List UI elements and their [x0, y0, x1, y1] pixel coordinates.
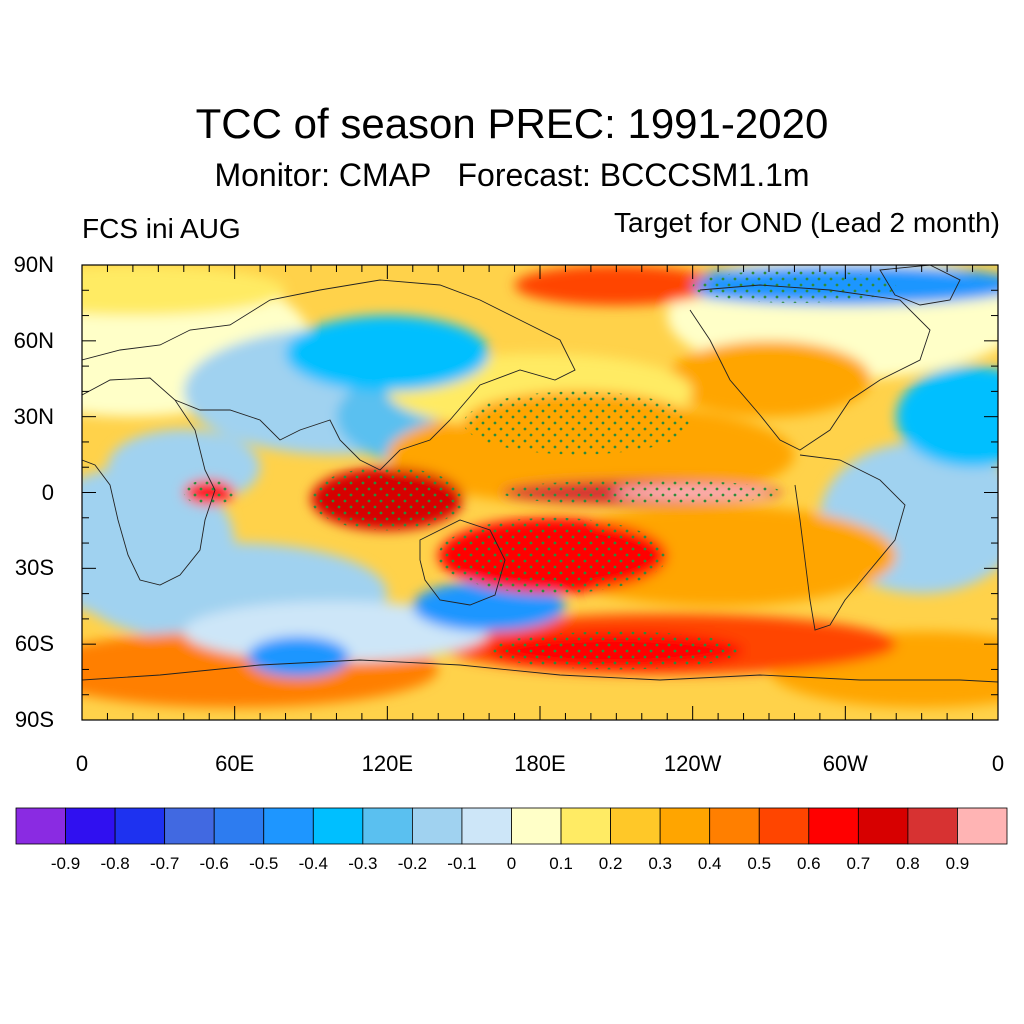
colorbar-box	[263, 807, 314, 845]
stipple-region	[692, 270, 897, 303]
colorbar	[15, 807, 1008, 845]
coastline-australia	[419, 519, 506, 606]
coastline-eurasia	[82, 279, 576, 471]
figure-subtitle: Monitor: CMAP Forecast: BCCCSM1.1m	[214, 157, 810, 193]
field-blob	[285, 315, 490, 392]
colorbar-label: 0.4	[697, 854, 722, 873]
colorbar-label: -0.4	[298, 854, 328, 873]
colorbar-box	[511, 807, 562, 845]
colorbar-box	[709, 807, 760, 845]
coastline-south-america	[794, 454, 906, 631]
colorbar-label: 0.5	[747, 854, 772, 873]
colorbar-box	[907, 807, 958, 845]
lat-label: 30S	[14, 555, 54, 581]
coastline-africa	[82, 377, 216, 586]
lon-label: 180E	[514, 751, 566, 776]
colorbar-box	[758, 807, 810, 845]
colorbar-label: 0.9	[945, 854, 970, 873]
map-panel	[82, 265, 998, 720]
field-blob	[107, 429, 261, 506]
stipple-region	[183, 479, 235, 506]
colorbar-label: -0.9	[50, 854, 81, 873]
colorbar-label: 0.6	[796, 854, 821, 873]
figure-title: TCC of season PREC: 1991-2020	[195, 100, 829, 147]
colorbar-label: -0.6	[199, 854, 229, 873]
field-blob	[412, 580, 566, 632]
colorbar-label: -0.8	[100, 854, 130, 873]
colorbar-box	[65, 807, 116, 845]
colorbar-label: 0.8	[896, 854, 920, 873]
colorbar-box	[164, 807, 215, 845]
stipple-region	[489, 631, 744, 670]
lon-label: 120W	[663, 751, 722, 776]
colorbar-label: 0	[506, 854, 517, 873]
colorbar-box	[213, 807, 265, 845]
lat-label: 60N	[13, 327, 54, 353]
coastline-north-america	[689, 284, 931, 451]
init-label: FCS ini AUG	[82, 213, 241, 244]
colorbar-box	[411, 807, 463, 845]
coastlines	[82, 265, 998, 683]
colorbar-label: -0.1	[447, 854, 477, 873]
coastline-greenland	[879, 265, 961, 306]
colorbar-box	[610, 807, 661, 845]
lat-label: 90S	[14, 707, 54, 732]
colorbar-box	[114, 807, 166, 845]
coastline-antarctica	[82, 659, 998, 683]
stipple-region	[438, 517, 668, 594]
field-blob	[247, 636, 350, 678]
lat-label: 60S	[14, 631, 54, 657]
field-blob	[82, 467, 235, 619]
field-blob	[896, 366, 998, 468]
colorbar-box	[857, 807, 909, 845]
colorbar-label: -0.2	[397, 854, 428, 873]
colorbar-box	[15, 807, 66, 845]
colorbar-label: 0.3	[648, 854, 672, 873]
colorbar-box	[461, 807, 512, 845]
lat-label: 30N	[13, 403, 54, 429]
lon-label: 0	[991, 751, 1005, 776]
colorbar-box	[560, 807, 611, 845]
axis-ticks	[81, 264, 999, 721]
colorbar-box	[362, 807, 413, 845]
colorbar-box	[659, 807, 711, 845]
colorbar-box	[312, 807, 364, 845]
lon-label: 60W	[822, 751, 868, 776]
field-blob	[667, 340, 871, 417]
lon-label: 60E	[215, 751, 255, 776]
colorbar-box	[957, 807, 1008, 845]
colorbar-label: -0.7	[149, 854, 180, 873]
field-blob	[514, 265, 719, 306]
target-label: Target for OND (Lead 2 month)	[614, 207, 1000, 238]
lon-label: 120E	[361, 751, 414, 776]
significance-stippling	[183, 270, 897, 670]
colorbar-label: -0.3	[348, 854, 378, 873]
stipple-region	[463, 391, 693, 455]
stipple-region	[501, 479, 782, 506]
colorbar-label: -0.5	[249, 854, 279, 873]
colorbar-label: 0.2	[598, 854, 623, 873]
lat-label: 0	[41, 479, 54, 505]
colorbar-box	[808, 807, 859, 845]
colorbar-label: 0.1	[549, 854, 573, 873]
stipple-region	[311, 467, 464, 531]
lon-label: 0	[75, 751, 89, 776]
colorbar-label: 0.7	[846, 854, 871, 873]
lat-label: 90N	[13, 252, 54, 277]
